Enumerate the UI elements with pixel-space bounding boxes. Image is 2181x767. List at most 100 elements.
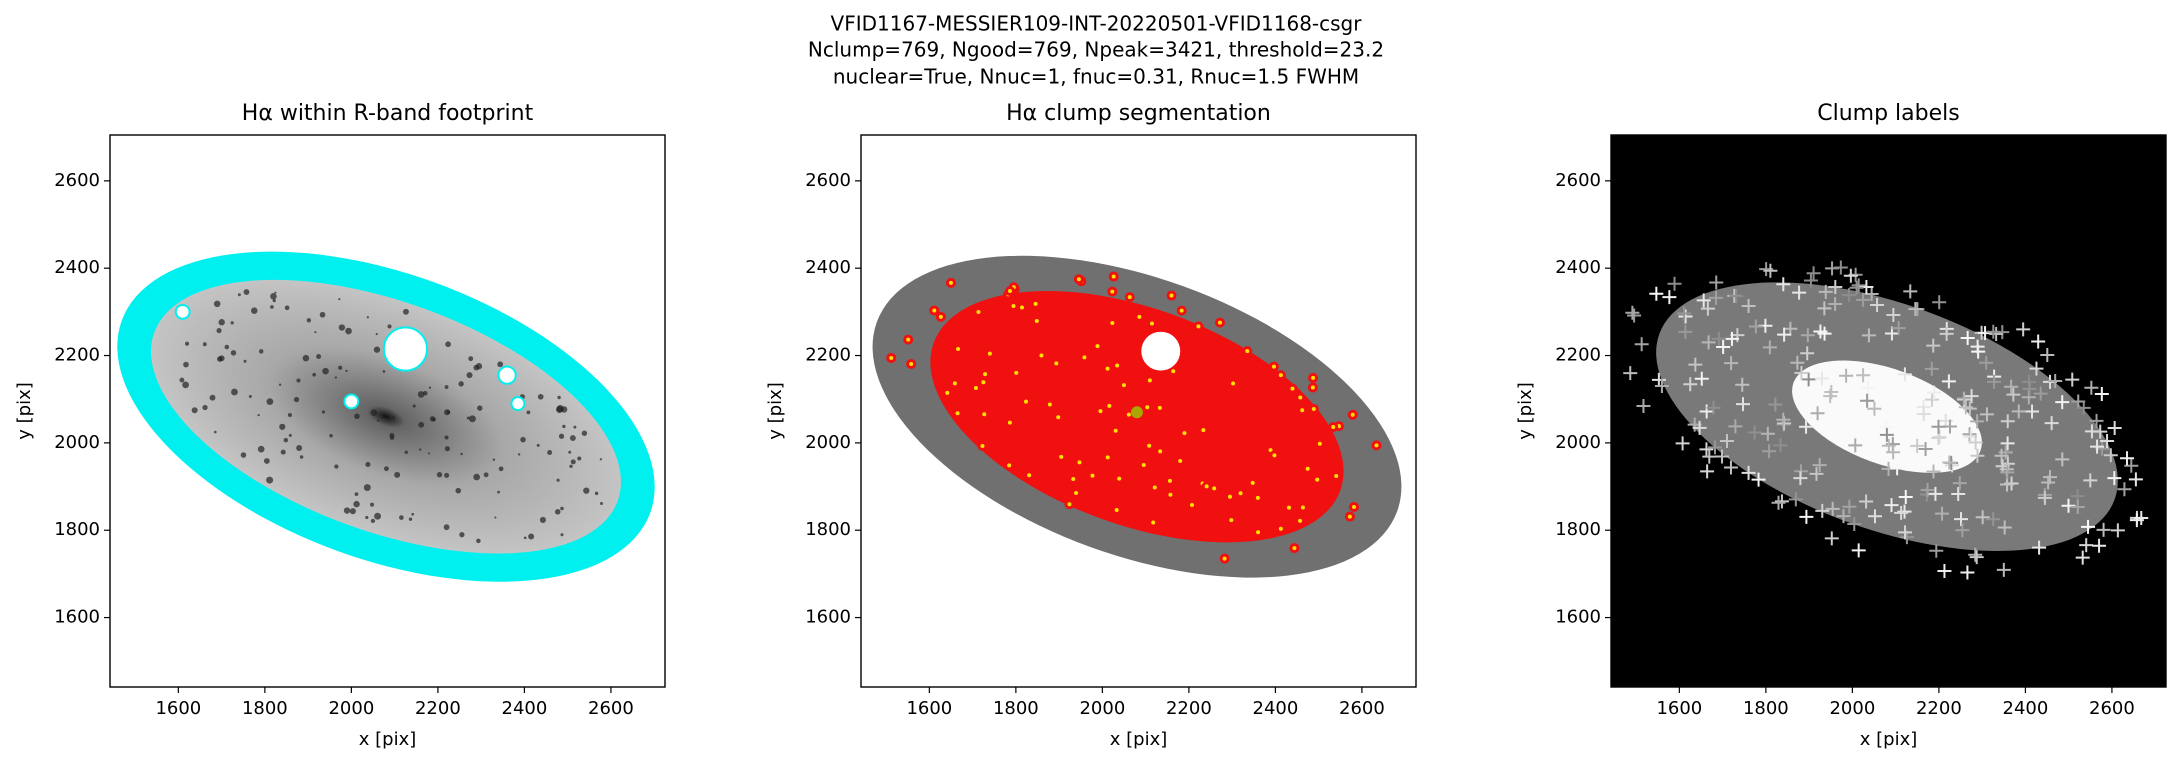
clump-marker (1918, 442, 1933, 457)
clump-marker (1968, 435, 1983, 450)
clump-marker (1856, 292, 1871, 307)
suptitle: Nclump=769, Ngood=769, Npeak=3421, thres… (808, 38, 1384, 62)
y-tick-label: 2200 (54, 345, 100, 366)
clump-marker (1894, 505, 1909, 520)
hii-region (270, 305, 274, 309)
peak (1007, 420, 1012, 425)
clump-marker (1799, 419, 1814, 434)
clump-marker (2055, 452, 2070, 467)
clump-marker (2096, 522, 2111, 537)
peak (938, 314, 943, 319)
clump-marker (2000, 436, 2015, 451)
hii-region (556, 406, 563, 414)
clump-marker (1748, 319, 1763, 334)
peak (1250, 480, 1255, 485)
peak (1347, 514, 1352, 519)
hii-region (258, 349, 264, 354)
hii-region (266, 398, 274, 405)
peak (1114, 508, 1119, 513)
hii-region (224, 344, 230, 350)
x-tick-label: 2400 (2003, 698, 2049, 719)
peak (1024, 399, 1029, 404)
peak (1222, 556, 1227, 561)
clump-marker (1623, 366, 1638, 381)
clump-marker (2134, 511, 2149, 526)
y-tick-label: 2200 (1555, 345, 1601, 366)
clump-marker (1954, 512, 1969, 527)
hii-region (483, 472, 489, 478)
clump-marker (1931, 419, 1946, 434)
x-tick-label: 2200 (415, 698, 461, 719)
peak (1067, 502, 1072, 507)
clump-marker (2090, 439, 2105, 454)
hii-region (182, 381, 189, 389)
hii-region (547, 450, 553, 455)
peak (1245, 349, 1250, 354)
hii-region (560, 506, 564, 511)
clump-marker (1951, 487, 1966, 502)
hii-region (469, 415, 476, 423)
clump-marker (2079, 538, 2094, 553)
hii-region (562, 424, 566, 429)
hii-region (343, 507, 351, 514)
mask (174, 303, 191, 320)
clump-marker (2033, 386, 2048, 401)
hii-region (202, 342, 207, 347)
hii-region (353, 500, 360, 508)
clump-marker (1833, 260, 1848, 275)
peak (1115, 363, 1120, 368)
clump-marker (1960, 565, 1975, 580)
clump-marker (1927, 385, 1942, 400)
hii-region (191, 407, 198, 414)
hii-region (568, 450, 572, 454)
hii-region (240, 452, 247, 458)
clump-marker (1925, 392, 1940, 407)
hii-region (280, 449, 286, 455)
clump-marker (1968, 547, 1983, 562)
x-tick-label: 2200 (1166, 698, 1212, 719)
clump-marker (1932, 430, 1947, 445)
clump-marker (2016, 322, 2031, 337)
peak (1145, 405, 1150, 410)
peak (955, 411, 960, 416)
y-tick-label: 2400 (54, 257, 100, 278)
clump-marker (1724, 331, 1739, 346)
hii-region (492, 458, 496, 461)
y-tick-label: 2000 (54, 432, 100, 453)
clump-marker (1776, 412, 1791, 427)
clump-marker (1683, 377, 1698, 392)
peak (1107, 403, 1112, 408)
y-tick-label: 1800 (805, 519, 851, 540)
clump-marker (1847, 516, 1862, 531)
clump-marker (1799, 509, 1814, 524)
peak (1076, 277, 1081, 282)
peak (1204, 484, 1209, 489)
peak (1315, 477, 1320, 482)
hii-region (418, 421, 425, 428)
peak (889, 355, 894, 360)
hii-region (218, 319, 225, 326)
hii-region (375, 333, 378, 336)
peak (1090, 473, 1095, 478)
clump-marker (1884, 498, 1899, 513)
clump-marker (2065, 372, 2080, 387)
clump-marker (1678, 309, 1693, 324)
suptitle: nuclear=True, Nnuc=1, fnuc=0.31, Rnuc=1.… (833, 65, 1359, 89)
peak (1034, 319, 1039, 324)
hii-region (528, 533, 535, 540)
clump-marker (1800, 328, 1815, 343)
peak (1300, 505, 1305, 510)
clump-marker (1773, 438, 1788, 453)
clump-marker (2070, 499, 2085, 514)
hii-region (468, 356, 474, 362)
axes-title: Clump labels (1817, 101, 1959, 126)
clump-marker (1994, 448, 2009, 463)
clump-marker (2084, 380, 2099, 395)
clump-marker (1794, 365, 1809, 380)
clump-marker (1823, 389, 1838, 404)
clump-marker (2048, 373, 2063, 388)
hii-region (354, 413, 360, 420)
hii-region (278, 383, 282, 386)
clump-marker (1649, 286, 1664, 301)
hii-region (445, 341, 451, 348)
